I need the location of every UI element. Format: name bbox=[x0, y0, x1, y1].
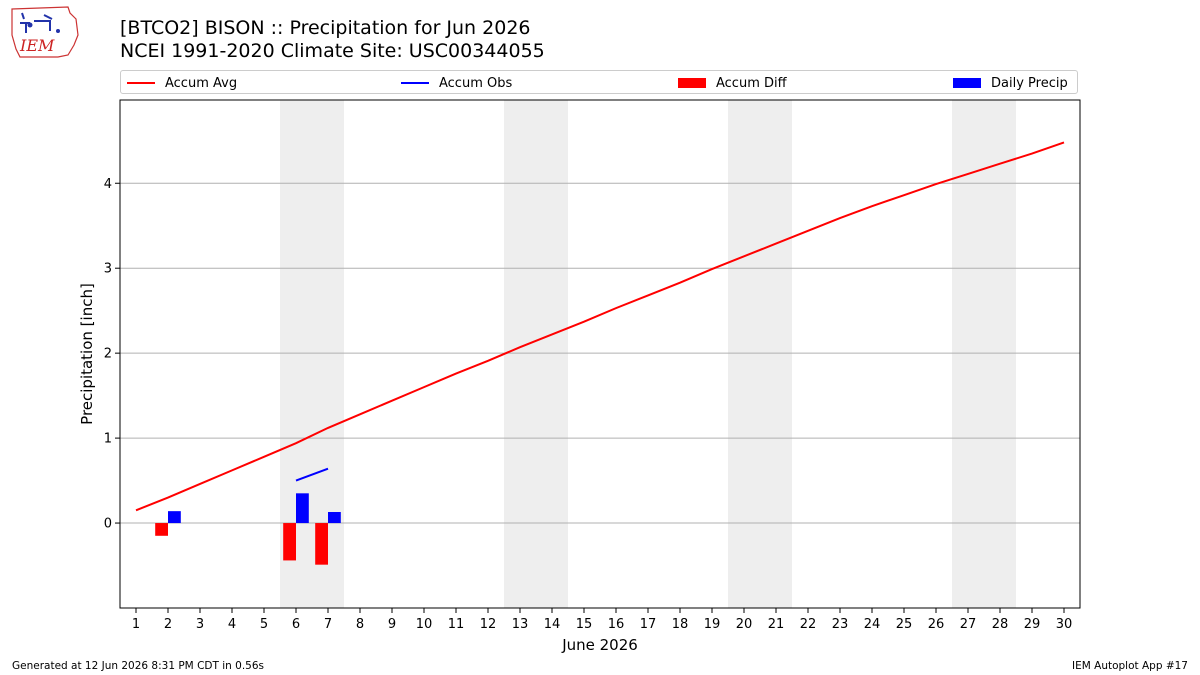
logo-text: IEM bbox=[19, 36, 55, 55]
x-tick-label-4: 4 bbox=[228, 617, 236, 632]
x-axis-label: June 2026 bbox=[561, 636, 638, 654]
accum-avg-line bbox=[135, 141, 1065, 512]
legend-swatch-accum-obs bbox=[401, 82, 429, 84]
legend-label-accum-diff: Accum Diff bbox=[716, 75, 787, 91]
x-tick-label-21: 21 bbox=[768, 617, 785, 632]
x-tick-label-13: 13 bbox=[512, 617, 529, 632]
daily-precip-bar-6 bbox=[296, 493, 309, 524]
plot-frame bbox=[119, 99, 1081, 609]
x-tick-label-16: 16 bbox=[608, 617, 625, 632]
generated-timestamp: Generated at 12 Jun 2026 8:31 PM CDT in … bbox=[12, 660, 265, 672]
y-tick-label-1: 1 bbox=[104, 432, 112, 447]
accum-diff-bar-7 bbox=[315, 523, 328, 565]
x-tick-label-10: 10 bbox=[416, 617, 433, 632]
daily-precip-bar-7 bbox=[328, 512, 341, 524]
weekend-span-2 bbox=[728, 100, 792, 608]
x-axis-ticks: 1 2 3 4 5 6 7 8 9 10 11 12 13 14 15 16 17 18 19 20 21 22 23 24 2… bbox=[132, 608, 1072, 632]
x-tick-label-15: 15 bbox=[576, 617, 593, 632]
x-tick-label-23: 23 bbox=[832, 617, 849, 632]
y-axis-label: Precipitation [inch] bbox=[78, 283, 96, 425]
chart-subtitle: NCEI 1991-2020 Climate Site: USC00344055 bbox=[120, 40, 545, 62]
y-tick-label-2: 2 bbox=[104, 347, 112, 362]
x-tick-label-27: 27 bbox=[960, 617, 977, 632]
x-tick-label-20: 20 bbox=[736, 617, 753, 632]
accum-obs-line bbox=[295, 467, 329, 482]
bars bbox=[155, 493, 341, 565]
x-tick-label-3: 3 bbox=[196, 617, 204, 632]
iem-logo-graphic: IEM bbox=[11, 6, 79, 58]
x-tick-label-12: 12 bbox=[480, 617, 497, 632]
legend-item-accum-diff: Accum Diff bbox=[678, 74, 787, 92]
legend-label-accum-avg: Accum Avg bbox=[165, 75, 238, 91]
x-tick-label-25: 25 bbox=[896, 617, 913, 632]
y-tick-label-3: 3 bbox=[104, 262, 112, 277]
legend-item-accum-obs: Accum Obs bbox=[401, 74, 512, 92]
x-tick-label-29: 29 bbox=[1024, 617, 1041, 632]
x-tick-label-17: 17 bbox=[640, 617, 657, 632]
x-tick-label-30: 30 bbox=[1056, 617, 1073, 632]
x-tick-label-1: 1 bbox=[132, 617, 140, 632]
y-tick-label-0: 0 bbox=[104, 517, 112, 532]
x-tick-label-22: 22 bbox=[800, 617, 817, 632]
x-tick-label-14: 14 bbox=[544, 617, 561, 632]
daily-precip-bar-2 bbox=[168, 511, 181, 524]
x-tick-label-2: 2 bbox=[164, 617, 172, 632]
accum-diff-bar-6 bbox=[283, 523, 296, 561]
x-tick-label-26: 26 bbox=[928, 617, 945, 632]
legend-label-accum-obs: Accum Obs bbox=[439, 75, 513, 91]
x-tick-label-5: 5 bbox=[260, 617, 268, 632]
series-lines bbox=[135, 141, 1065, 512]
x-tick-label-28: 28 bbox=[992, 617, 1009, 632]
weekend-span-1 bbox=[504, 100, 568, 608]
x-tick-label-18: 18 bbox=[672, 617, 689, 632]
gridlines bbox=[120, 182, 1080, 524]
x-tick-label-24: 24 bbox=[864, 617, 881, 632]
x-tick-label-7: 7 bbox=[324, 617, 332, 632]
app-label: IEM Autoplot App #17 bbox=[1072, 660, 1188, 672]
legend-swatch-accum-avg bbox=[127, 82, 155, 84]
x-tick-label-8: 8 bbox=[356, 617, 364, 632]
legend: Accum Avg Accum Obs Accum Diff Daily Pre… bbox=[120, 70, 1078, 94]
weekend-shading bbox=[280, 100, 1016, 608]
legend-swatch-daily-precip bbox=[953, 78, 981, 88]
iem-logo: IEM bbox=[8, 5, 80, 63]
legend-item-accum-avg: Accum Avg bbox=[127, 74, 237, 92]
accum-diff-bar-2 bbox=[155, 523, 168, 536]
x-tick-label-11: 11 bbox=[448, 617, 465, 632]
x-tick-label-19: 19 bbox=[704, 617, 721, 632]
x-tick-label-6: 6 bbox=[292, 617, 300, 632]
y-axis-ticks: 0 1 2 3 4 bbox=[104, 177, 120, 532]
x-tick-label-9: 9 bbox=[388, 617, 396, 632]
chart-title: [BTCO2] BISON :: Precipitation for Jun 2… bbox=[120, 17, 531, 39]
y-tick-label-4: 4 bbox=[104, 177, 112, 192]
legend-swatch-accum-diff bbox=[678, 78, 706, 88]
legend-label-daily-precip: Daily Precip bbox=[991, 75, 1068, 91]
legend-item-daily-precip: Daily Precip bbox=[953, 74, 1068, 92]
